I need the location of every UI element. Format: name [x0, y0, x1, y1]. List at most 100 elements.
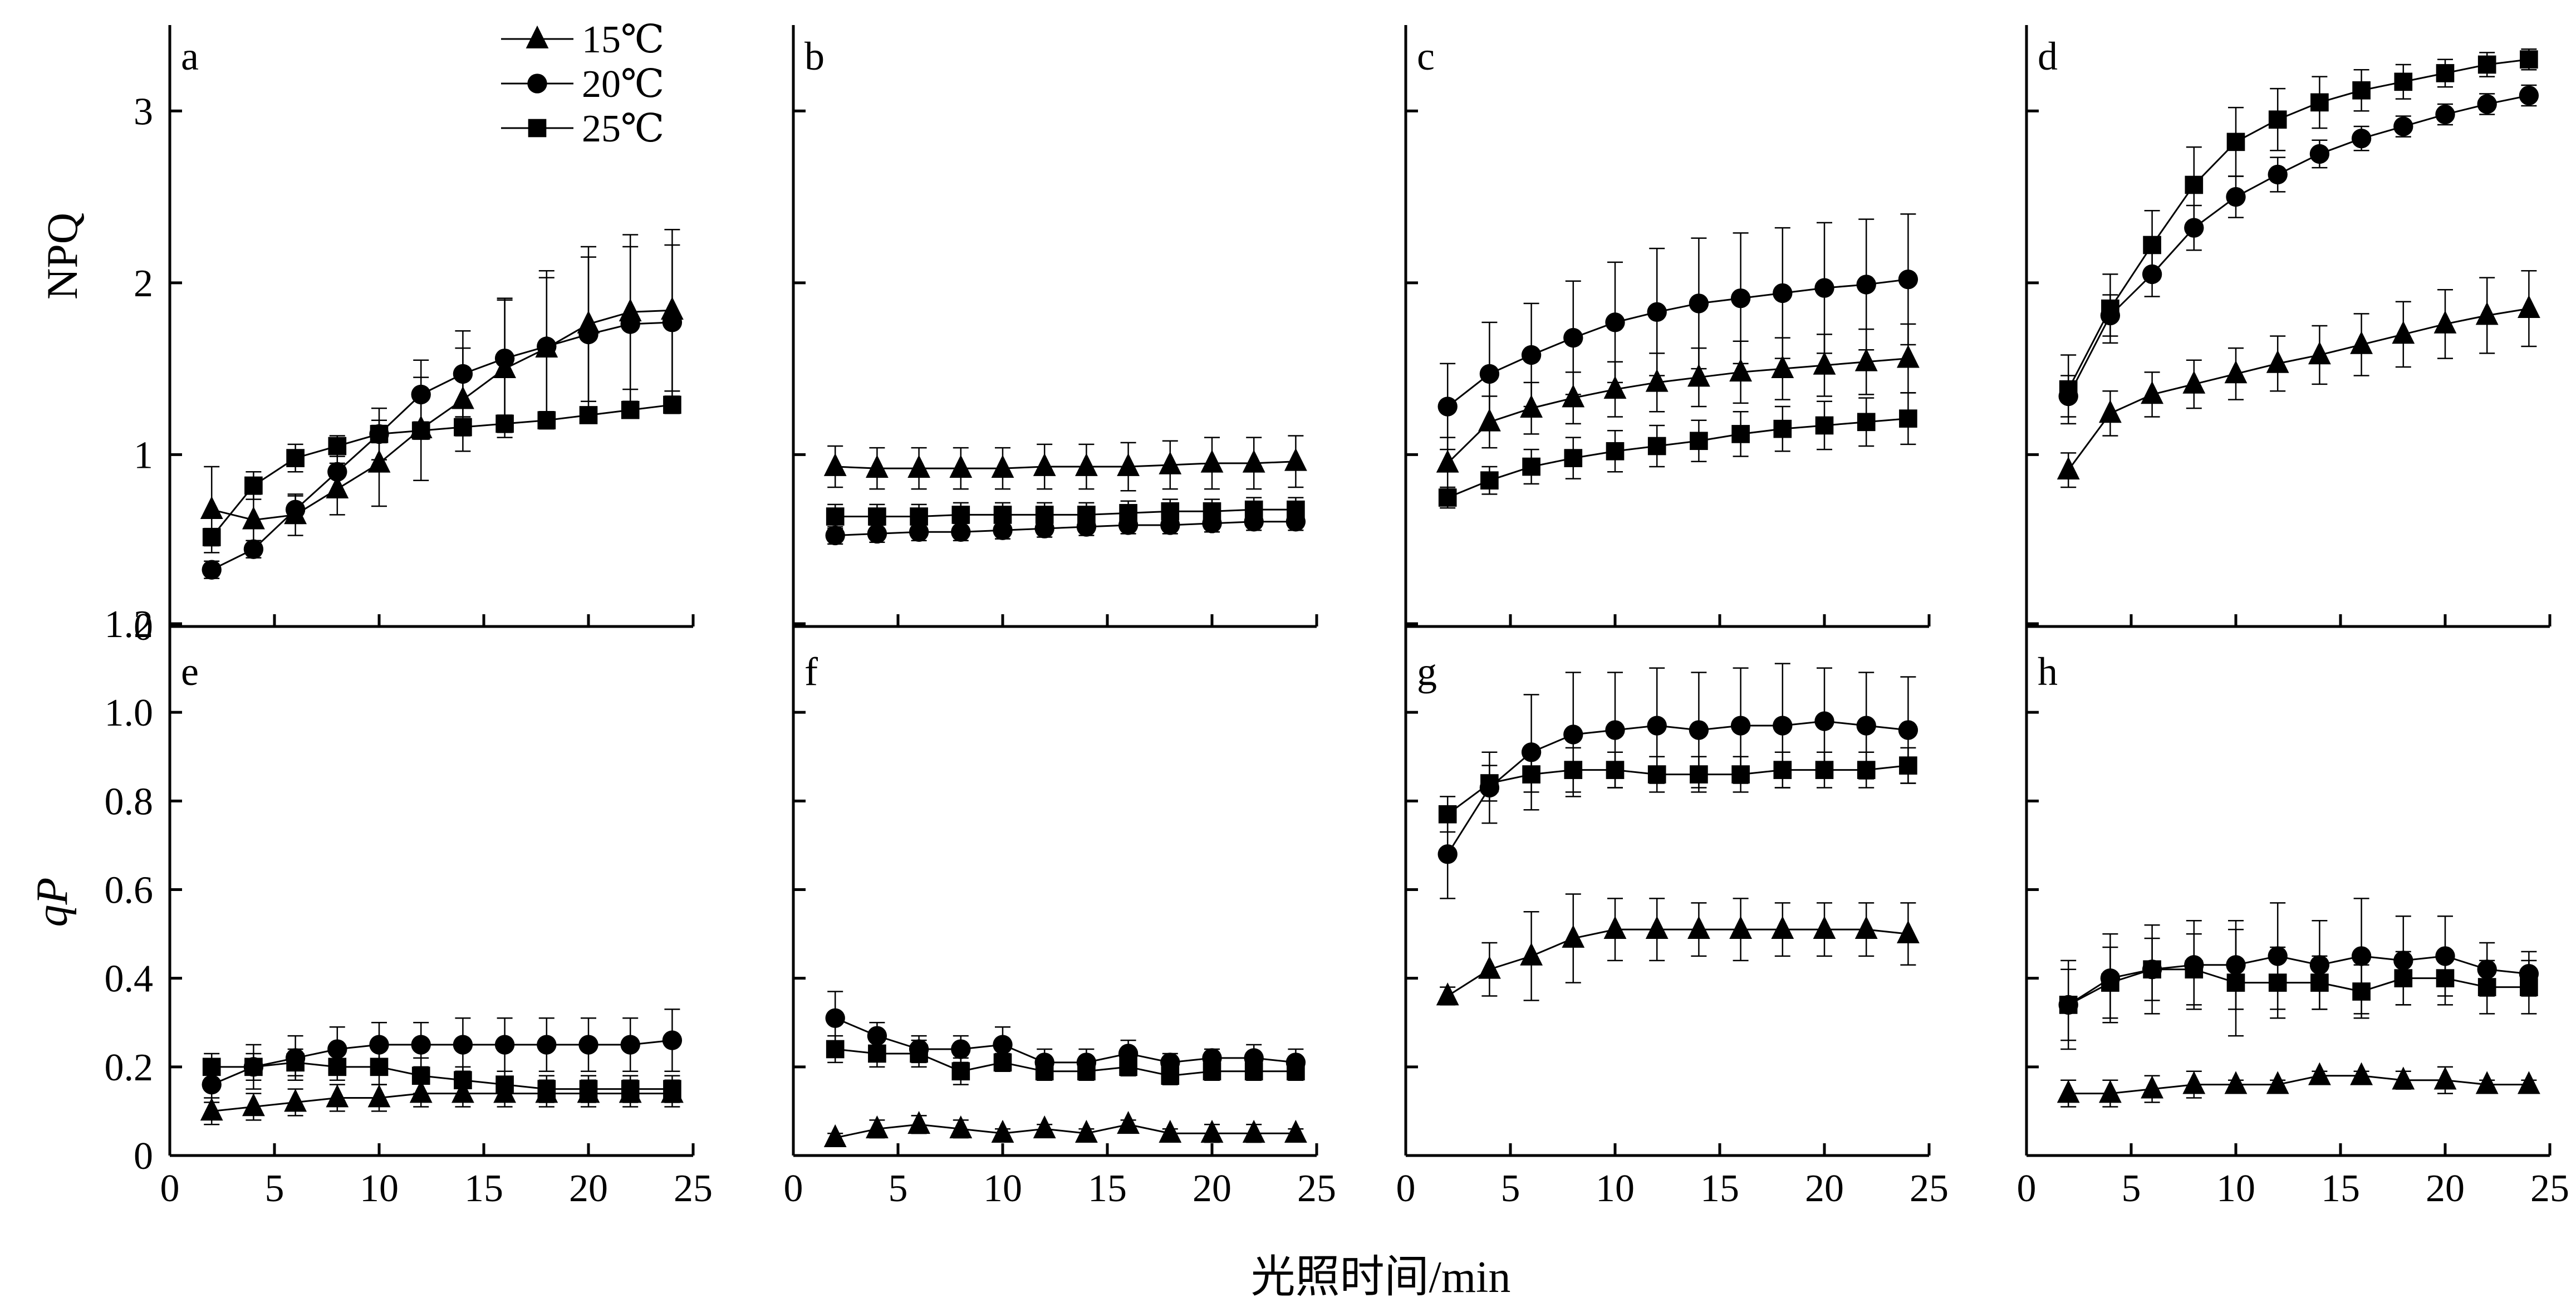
x-tick-label-h: 15 [2321, 1167, 2360, 1210]
panel-letter-c: c [1417, 34, 1435, 79]
data-point-triangle [1687, 916, 1710, 939]
data-point-square [2394, 72, 2413, 91]
x-tick-label-e: 5 [265, 1167, 284, 1210]
data-point-square [1899, 409, 1917, 428]
data-point-circle [537, 336, 557, 356]
data-point-circle [243, 539, 264, 559]
series-line-square [212, 1061, 673, 1090]
data-point-circle [2477, 94, 2497, 114]
data-point-triangle [991, 1119, 1014, 1143]
data-point-circle [993, 520, 1013, 540]
data-point-circle [327, 462, 347, 482]
data-point-square [2143, 960, 2161, 979]
data-point-triangle [1687, 364, 1710, 387]
data-point-square [1647, 765, 1666, 784]
series-b-triangle [823, 435, 1307, 492]
x-tick-label-g: 0 [1396, 1167, 1416, 1210]
series-line-circle [211, 321, 673, 571]
panel-a: 0 1 2 3a [134, 25, 695, 649]
series-line-triangle [2068, 1075, 2529, 1095]
panel-f: 0 5 10 15 20 25 f [784, 622, 1336, 1210]
data-point-square [1773, 419, 1792, 438]
data-point-triangle [2182, 1071, 2206, 1094]
data-point-square [244, 476, 263, 495]
series-h-circle [2058, 898, 2539, 1041]
x-tick-label-f: 5 [889, 1167, 908, 1210]
data-point-circle [1437, 844, 1458, 864]
series-c-circle [1437, 213, 1918, 451]
data-point-square [495, 1075, 514, 1094]
data-point-square [1077, 1062, 1096, 1081]
data-point-triangle [2266, 1071, 2289, 1094]
series-g-triangle [1436, 893, 1920, 1006]
data-point-square [1564, 449, 1583, 467]
data-point-square [2268, 110, 2287, 129]
data-point-square [1244, 500, 1263, 519]
data-point-square [2226, 133, 2245, 151]
series-g-square [1438, 747, 1917, 833]
data-point-triangle [2057, 1080, 2080, 1103]
panel-letter-d: d [2038, 34, 2058, 79]
data-point-triangle [2518, 295, 2540, 318]
y-tick-label-e: 0.2 [105, 1046, 154, 1089]
y-tick-label-a: 2 [134, 262, 153, 305]
data-point-triangle [2475, 1071, 2499, 1094]
panel-letter-g: g [1417, 649, 1437, 694]
x-tick-label-g: 5 [1501, 1167, 1520, 1210]
data-point-square [621, 1080, 640, 1098]
legend-marker-square [528, 119, 547, 138]
data-point-square [1287, 500, 1305, 519]
data-point-circle [1479, 364, 1500, 384]
data-point-square [1606, 761, 1625, 779]
data-point-circle [1856, 716, 1876, 736]
series-a-circle [202, 244, 683, 580]
series-line-circle [2068, 955, 2529, 1006]
data-point-square [1077, 506, 1096, 524]
data-point-square [1203, 1062, 1221, 1081]
data-point-square [1773, 761, 1792, 779]
data-point-triangle [2099, 400, 2122, 423]
data-point-triangle [1242, 1119, 1265, 1143]
data-point-circle [620, 1035, 640, 1055]
data-point-circle [578, 1035, 598, 1055]
series-line-triangle [1447, 928, 1908, 997]
data-point-triangle [1603, 916, 1627, 939]
x-tick-label-h: 20 [2426, 1167, 2465, 1210]
data-point-square [579, 406, 598, 424]
data-point-circle [537, 1035, 557, 1055]
panel-b: b [792, 25, 1318, 628]
x-tick-label-h: 0 [2017, 1167, 2037, 1210]
data-point-square [495, 414, 514, 433]
data-point-square [2059, 996, 2078, 1014]
bottom-y-axis-label: qP [28, 878, 77, 927]
data-point-triangle [1771, 355, 1794, 378]
data-point-circle [1689, 293, 1709, 314]
data-point-triangle [1284, 448, 1307, 471]
series-f-square [826, 1035, 1305, 1085]
series-line-square [1447, 418, 1908, 498]
data-point-square [621, 400, 640, 419]
data-point-triangle [1284, 1119, 1307, 1143]
panel-letter-a: a [181, 34, 199, 79]
x-tick-label-e: 15 [464, 1167, 503, 1210]
x-tick-label-f: 0 [784, 1167, 803, 1210]
data-point-circle [2351, 946, 2372, 966]
data-point-square [1899, 756, 1917, 775]
data-point-square [1480, 471, 1499, 490]
data-point-square [951, 1062, 970, 1081]
y-tick-label-e: 1.0 [105, 692, 154, 735]
x-tick-label-e: 25 [674, 1167, 713, 1210]
data-point-circle [2393, 116, 2413, 136]
data-point-circle [2351, 128, 2372, 149]
data-point-circle [578, 324, 598, 345]
data-point-square [1438, 805, 1457, 824]
data-point-triangle [991, 454, 1014, 478]
data-point-circle [662, 312, 683, 332]
data-point-square [370, 1058, 389, 1076]
data-point-triangle [326, 1084, 349, 1108]
data-point-square [1815, 761, 1834, 779]
data-point-square [910, 1044, 928, 1063]
data-point-circle [1730, 288, 1751, 309]
data-point-square [454, 1071, 472, 1090]
